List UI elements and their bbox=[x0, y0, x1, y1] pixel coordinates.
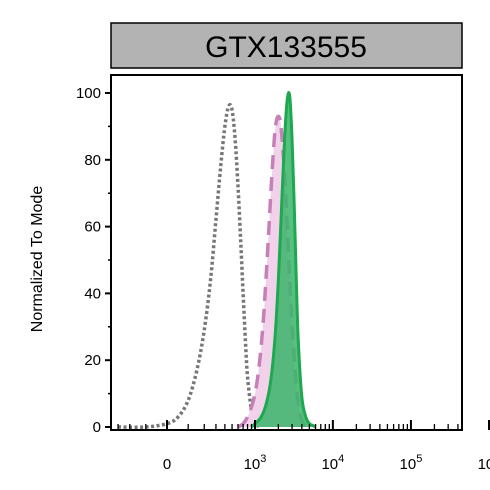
y-axis-label: Normalized To Mode bbox=[29, 186, 46, 333]
y-tick-label-40: 40 bbox=[84, 285, 101, 302]
x-tick-label-2: 104 bbox=[321, 453, 344, 473]
series-3-fill bbox=[251, 92, 316, 428]
series-1 bbox=[118, 102, 262, 429]
series-layer bbox=[118, 91, 317, 429]
y-tick-label-20: 20 bbox=[84, 352, 101, 369]
series-3 bbox=[250, 91, 317, 429]
y-tick-label-80: 80 bbox=[84, 152, 101, 169]
plot-frame bbox=[110, 74, 463, 431]
x-tick-label-3: 105 bbox=[400, 453, 423, 473]
x-tick-label-1: 103 bbox=[244, 453, 267, 473]
title-box: GTX133555 bbox=[110, 22, 463, 69]
title-bar bbox=[110, 22, 463, 69]
x-tick-label-4: 106 bbox=[478, 453, 490, 473]
x-tick-label-0: 0 bbox=[163, 456, 171, 473]
chart-title: GTX133555 bbox=[205, 31, 367, 64]
series-1-line bbox=[118, 102, 262, 429]
axes-layer: 0 20 40 60 80 100 0 103 104 105 106 bbox=[76, 74, 490, 473]
y-tick-label-100: 100 bbox=[76, 85, 101, 102]
series-3-line bbox=[250, 91, 317, 429]
y-tick-label-0: 0 bbox=[93, 419, 101, 436]
y-tick-label-60: 60 bbox=[84, 219, 101, 236]
